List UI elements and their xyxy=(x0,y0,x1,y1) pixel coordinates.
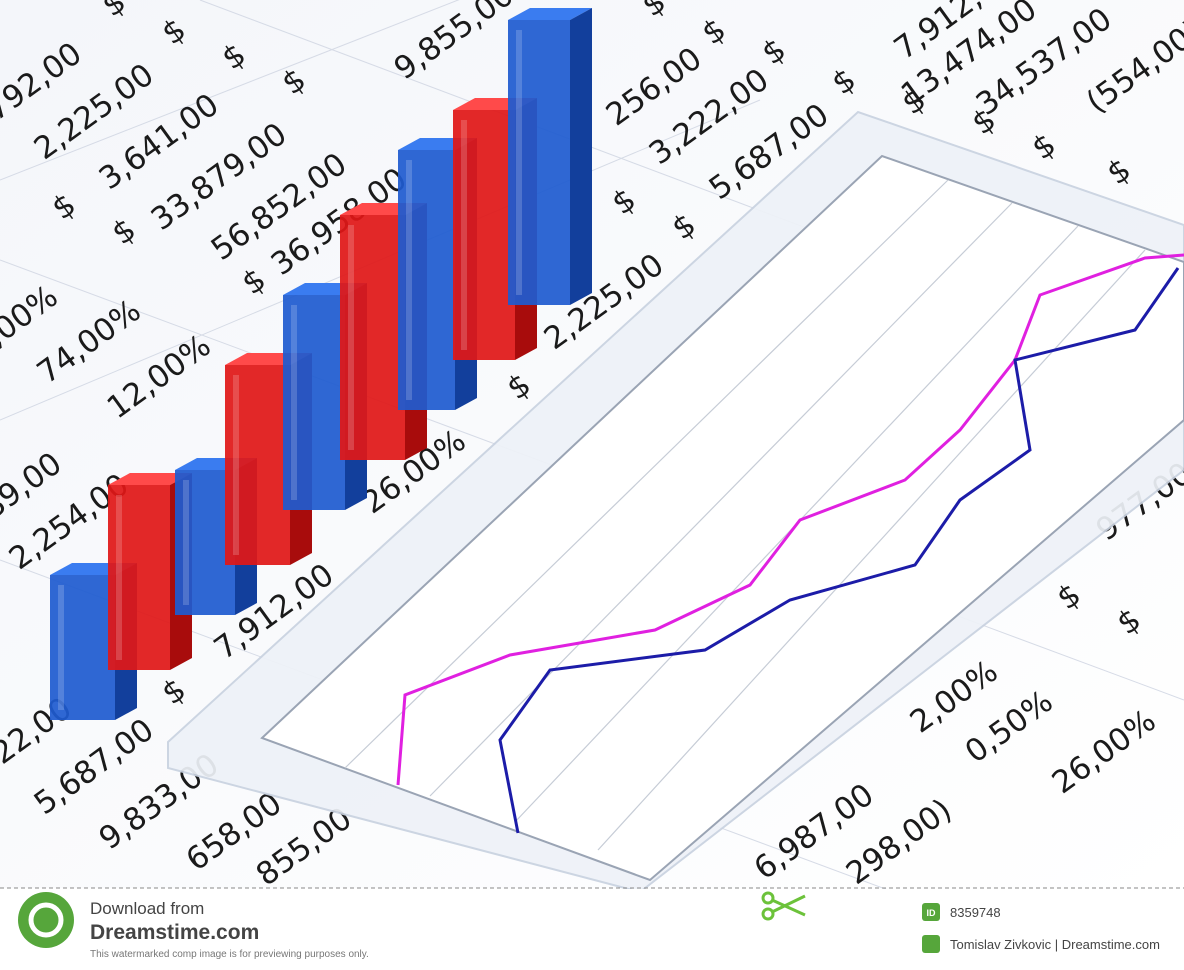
bar-highlight xyxy=(233,375,239,555)
image-id: 8359748 xyxy=(950,905,1001,920)
download-text: Download from xyxy=(90,899,204,918)
logo-mark xyxy=(28,902,64,938)
scissors-icon xyxy=(761,891,806,921)
id-badge-text: ID xyxy=(927,908,937,918)
chart-plot-area xyxy=(260,154,1184,882)
magenta-line xyxy=(396,253,1184,786)
bar-highlight xyxy=(116,495,122,660)
bar-highlight xyxy=(291,305,297,500)
bars-3d xyxy=(50,8,592,720)
blue-line xyxy=(498,267,1180,834)
bar-side xyxy=(570,8,592,305)
author-badge xyxy=(922,935,940,953)
bar-highlight xyxy=(348,225,354,450)
bar-highlight xyxy=(183,480,189,605)
bar-front xyxy=(508,20,570,305)
bar-front xyxy=(50,575,115,720)
bar-front xyxy=(340,215,405,460)
bar-highlight xyxy=(516,30,522,295)
bar-front xyxy=(225,365,290,565)
bar-top xyxy=(108,473,192,485)
id-badge xyxy=(922,903,940,921)
notice: This watermarked comp image is for previ… xyxy=(90,949,369,960)
bar-highlight xyxy=(406,160,412,400)
credit: Tomislav Zivkovic | Dreamstime.com xyxy=(950,937,1160,952)
logo xyxy=(18,892,74,948)
bar-highlight xyxy=(461,120,467,350)
site-name: Dreamstime.com xyxy=(90,921,259,944)
bar-front xyxy=(283,295,345,510)
footer xyxy=(0,889,1184,970)
bar-top xyxy=(508,8,592,20)
bar-front xyxy=(398,150,455,410)
bar-highlight xyxy=(58,585,64,710)
bar-front xyxy=(108,485,170,670)
bar-front xyxy=(453,110,515,360)
